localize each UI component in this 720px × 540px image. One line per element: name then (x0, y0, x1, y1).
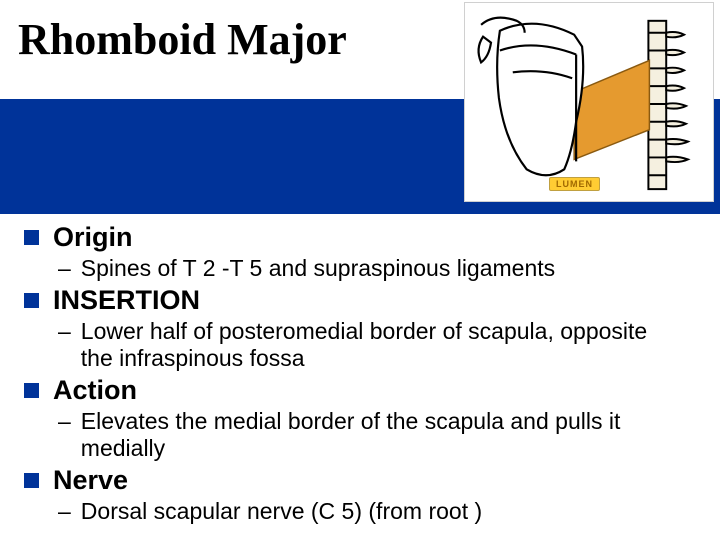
lumen-badge: LUMEN (549, 177, 600, 191)
section-title: INSERTION (53, 285, 200, 316)
section-head: Action (24, 375, 702, 406)
section-detail: – Lower half of posteromedial border of … (58, 318, 702, 371)
detail-text: Elevates the medial border of the scapul… (81, 408, 681, 461)
section-title: Nerve (53, 465, 128, 496)
section-origin: Origin – Spines of T 2 -T 5 and supraspi… (18, 222, 702, 281)
dash-icon: – (58, 255, 71, 281)
dash-icon: – (58, 318, 71, 344)
dash-icon: – (58, 408, 71, 434)
square-bullet-icon (24, 293, 39, 308)
detail-text: Dorsal scapular nerve (C 5) (from root ) (81, 498, 482, 524)
square-bullet-icon (24, 230, 39, 245)
section-nerve: Nerve – Dorsal scapular nerve (C 5) (fro… (18, 465, 702, 524)
square-bullet-icon (24, 383, 39, 398)
section-head: Origin (24, 222, 702, 253)
content-panel: Origin – Spines of T 2 -T 5 and supraspi… (0, 214, 720, 540)
anatomy-illustration: LUMEN (464, 2, 714, 202)
section-detail: – Elevates the medial border of the scap… (58, 408, 702, 461)
rhomboid-major-shape (574, 60, 649, 159)
section-title: Action (53, 375, 137, 406)
detail-text: Spines of T 2 -T 5 and supraspinous liga… (81, 255, 555, 281)
square-bullet-icon (24, 473, 39, 488)
dash-icon: – (58, 498, 71, 524)
section-insertion: INSERTION – Lower half of posteromedial … (18, 285, 702, 371)
anatomy-svg (465, 3, 713, 201)
section-head: INSERTION (24, 285, 702, 316)
detail-text: Lower half of posteromedial border of sc… (81, 318, 681, 371)
section-detail: – Spines of T 2 -T 5 and supraspinous li… (58, 255, 702, 281)
section-detail: – Dorsal scapular nerve (C 5) (from root… (58, 498, 702, 524)
section-title: Origin (53, 222, 133, 253)
section-action: Action – Elevates the medial border of t… (18, 375, 702, 461)
section-head: Nerve (24, 465, 702, 496)
